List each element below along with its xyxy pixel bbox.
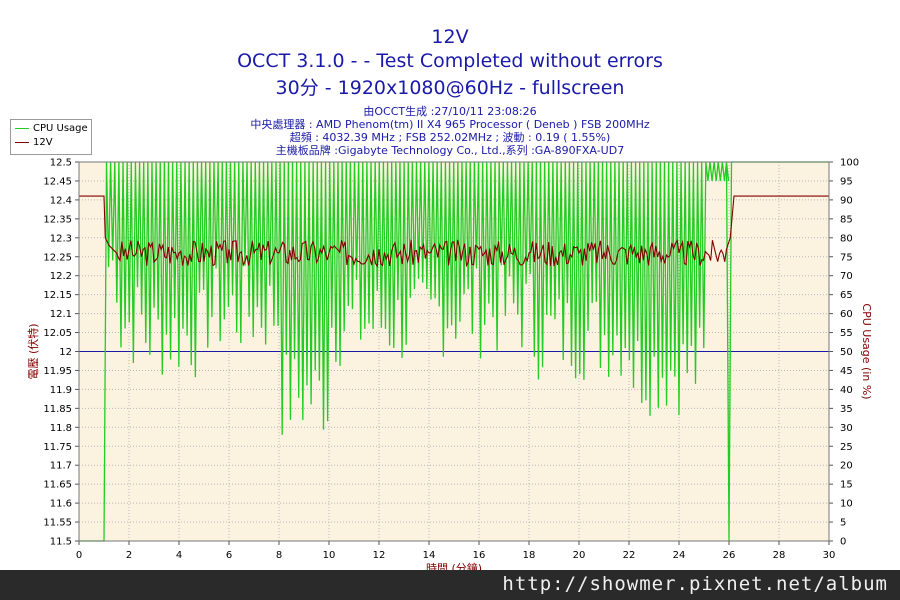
y-right-tick-label: 65: [840, 290, 853, 301]
y-right-tick-label: 0: [840, 537, 846, 548]
chart-legend: CPU Usage 12V: [10, 119, 92, 155]
y-right-tick-label: 30: [840, 423, 853, 434]
x-tick-label: 24: [673, 550, 686, 561]
y-left-axis-label: 電壓 (伏特): [26, 323, 40, 379]
x-tick-label: 0: [76, 550, 82, 561]
voltage-cpu-chart: 0 2 4 6 8 10 12 14 16 18 20 22 24 26 28 3011.511.5511.6…: [26, 158, 873, 571]
y-left-tick-label: 12.35: [43, 214, 72, 225]
info-overclock: 超頻 : 4032.39 MHz ; FSB 252.02MHz ; 波動 : …: [289, 131, 611, 144]
y-left-tick-label: 12.2: [50, 271, 72, 282]
y-left-tick-label: 11.8: [50, 423, 72, 434]
y-left-tick-label: 12.5: [50, 158, 72, 169]
y-left-tick-label: 12.05: [43, 328, 72, 339]
x-tick-label: 20: [573, 550, 586, 561]
y-right-tick-label: 90: [840, 195, 853, 206]
x-tick-label: 26: [723, 550, 736, 561]
y-left-tick-label: 11.7: [50, 461, 72, 472]
legend-label-cpu-usage: CPU Usage: [33, 123, 88, 134]
y-right-tick-label: 100: [840, 158, 859, 169]
info-cpu: 中央處理器 : AMD Phenom(tm) II X4 965 Process…: [250, 118, 650, 131]
y-right-tick-label: 50: [840, 347, 853, 358]
y-left-tick-label: 12.4: [50, 195, 72, 206]
legend-swatch-12v: [15, 141, 29, 143]
chart-title: 12V: [431, 26, 469, 48]
y-left-tick-label: 11.5: [50, 537, 72, 548]
x-tick-label: 18: [523, 550, 536, 561]
y-right-tick-label: 60: [840, 309, 853, 320]
x-tick-label: 6: [226, 550, 232, 561]
y-left-tick-label: 12.45: [43, 176, 72, 187]
legend-label-12v: 12V: [33, 137, 53, 148]
y-right-tick-label: 80: [840, 233, 853, 244]
y-left-tick-label: 12.25: [43, 252, 72, 263]
series-line-12v: [79, 195, 829, 268]
legend-item-12v: 12V: [15, 137, 53, 149]
legend-item-cpu-usage: CPU Usage: [15, 123, 88, 135]
y-left-tick-label: 11.55: [43, 518, 72, 529]
y-right-tick-label: 25: [840, 442, 853, 453]
y-left-tick-label: 11.75: [43, 442, 72, 453]
x-tick-label: 4: [176, 550, 182, 561]
y-right-tick-label: 5: [840, 518, 846, 529]
x-tick-label: 2: [126, 550, 132, 561]
legend-swatch-cpu-usage: [15, 127, 29, 129]
y-right-tick-label: 70: [840, 271, 853, 282]
x-tick-label: 8: [276, 550, 282, 561]
chart-subtitle-duration: 30分 - 1920x1080@60Hz - fullscreen: [275, 77, 625, 99]
y-right-tick-label: 75: [840, 252, 853, 263]
y-left-tick-label: 12.15: [43, 290, 72, 301]
series-line-cpu-usage: [79, 161, 829, 542]
y-left-tick-label: 11.85: [43, 404, 72, 415]
x-tick-label: 30: [823, 550, 836, 561]
info-motherboard: 主機板品牌 :Gigabyte Technology Co., Ltd.,系列 …: [275, 144, 625, 157]
chart-subtitle-test-status: OCCT 3.1.0 - - Test Completed without er…: [237, 50, 663, 72]
y-right-tick-label: 40: [840, 385, 853, 396]
y-left-tick-label: 11.6: [50, 499, 72, 510]
y-right-tick-label: 55: [840, 328, 853, 339]
y-right-tick-label: 45: [840, 366, 853, 377]
x-tick-label: 22: [623, 550, 636, 561]
y-left-tick-label: 11.95: [43, 366, 72, 377]
x-tick-label: 28: [773, 550, 786, 561]
y-right-tick-label: 20: [840, 461, 853, 472]
watermark-bar: http://showmer.pixnet.net/album: [0, 570, 900, 600]
y-left-tick-label: 12.1: [50, 309, 72, 320]
info-generated: 由OCCT生成 :27/10/11 23:08:26: [363, 105, 537, 118]
y-left-tick-label: 11.9: [50, 385, 72, 396]
x-tick-label: 12: [373, 550, 386, 561]
plot-frame: [78, 161, 830, 542]
y-right-tick-label: 35: [840, 404, 853, 415]
x-axis-label: 時間 (分鐘): [426, 561, 482, 570]
y-left-tick-label: 12: [59, 347, 72, 358]
watermark-url: http://showmer.pixnet.net/album: [502, 573, 888, 595]
y-right-axis-label: CPU Usage (in %): [860, 303, 873, 399]
y-left-tick-label: 11.65: [43, 480, 72, 491]
y-left-tick-label: 12.3: [50, 233, 72, 244]
y-right-tick-label: 95: [840, 176, 853, 187]
x-tick-label: 16: [473, 550, 486, 561]
x-tick-label: 14: [423, 550, 436, 561]
x-tick-label: 10: [323, 550, 336, 561]
y-right-tick-label: 85: [840, 214, 853, 225]
y-right-tick-label: 10: [840, 499, 853, 510]
y-right-tick-label: 15: [840, 480, 853, 491]
